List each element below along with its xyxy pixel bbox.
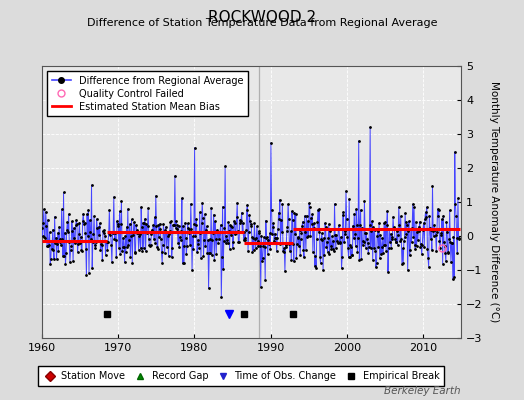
Legend: Station Move, Record Gap, Time of Obs. Change, Empirical Break: Station Move, Record Gap, Time of Obs. C… (38, 366, 444, 386)
Text: Difference of Station Temperature Data from Regional Average: Difference of Station Temperature Data f… (87, 18, 437, 28)
Y-axis label: Monthly Temperature Anomaly Difference (°C): Monthly Temperature Anomaly Difference (… (489, 81, 499, 323)
Legend: Difference from Regional Average, Quality Control Failed, Estimated Station Mean: Difference from Regional Average, Qualit… (47, 71, 248, 116)
Text: Berkeley Earth: Berkeley Earth (385, 386, 461, 396)
Text: ROCKWOOD 2: ROCKWOOD 2 (208, 10, 316, 25)
